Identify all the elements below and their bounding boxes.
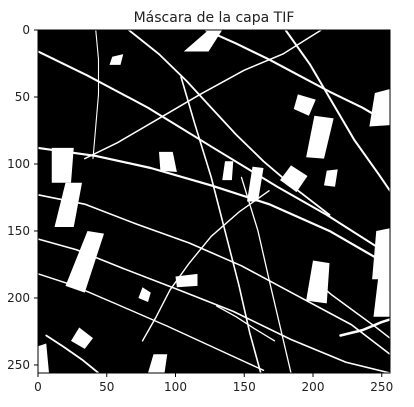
y-tick-label-6: 250 — [7, 358, 30, 372]
x-tick-label-2: 50 — [99, 380, 114, 394]
mask-line-16 — [216, 305, 276, 342]
y-tick-label-1: 0 — [22, 23, 30, 37]
x-tick-label-4: 150 — [233, 380, 256, 394]
mask-line-3 — [37, 194, 391, 356]
y-tick-label-4: 150 — [7, 224, 30, 238]
mask-region-20 — [109, 54, 124, 65]
mask-region-1 — [183, 30, 223, 52]
mask-region-2 — [51, 147, 74, 183]
mask-region-17 — [148, 354, 168, 373]
mask-line-7 — [204, 28, 392, 125]
mask-line-4 — [37, 238, 391, 374]
mask-region-6 — [222, 161, 234, 181]
mask-region-14 — [306, 260, 330, 304]
mask-region-18 — [38, 343, 49, 373]
mask-region-15 — [175, 273, 198, 288]
mask-line-1 — [37, 50, 391, 257]
chart-title: Máscara de la capa TIF — [134, 10, 295, 26]
y-axis: 0 50 100 150 200 250 — [7, 23, 38, 372]
mask-region-10 — [306, 115, 334, 159]
x-tick-label-3: 100 — [164, 380, 187, 394]
x-axis: 0 50 100 150 200 250 — [34, 373, 393, 394]
mask-line-11 — [84, 29, 322, 160]
mask-region-13 — [373, 271, 390, 317]
x-tick-label-6: 250 — [370, 380, 393, 394]
mask-background — [38, 30, 390, 373]
y-tick-label-3: 100 — [7, 157, 30, 171]
mask-line-9 — [240, 176, 292, 374]
plot-frame — [37, 29, 391, 374]
mask-line-10 — [284, 29, 391, 192]
mask-region-4 — [65, 230, 104, 293]
mask-line-12 — [92, 29, 100, 160]
mask-region-16 — [71, 327, 93, 349]
mask-region-12 — [372, 228, 390, 280]
mask-line-8 — [180, 76, 262, 374]
x-tick-label-5: 200 — [302, 380, 325, 394]
mask-line-15 — [45, 334, 100, 374]
y-tick-label-5: 200 — [7, 291, 30, 305]
x-tick-label-1: 0 — [34, 380, 42, 394]
mask-region-8 — [280, 165, 308, 193]
y-tick-label-2: 50 — [15, 90, 30, 104]
mask-lines-layer — [36, 28, 392, 374]
mask-line-2 — [36, 146, 392, 267]
mask-line-5 — [37, 273, 265, 372]
mask-region-3 — [54, 182, 82, 227]
mask-line-6 — [127, 29, 331, 216]
mask-region-21 — [324, 169, 338, 187]
mask-regions-layer — [38, 30, 390, 373]
mask-line-17 — [339, 318, 392, 337]
mask-region-19 — [138, 287, 151, 302]
mask-line-13 — [141, 190, 270, 342]
mask-line-14 — [312, 278, 391, 339]
mask-region-11 — [369, 88, 390, 127]
mask-region-5 — [159, 151, 177, 173]
mask-region-9 — [293, 94, 316, 116]
